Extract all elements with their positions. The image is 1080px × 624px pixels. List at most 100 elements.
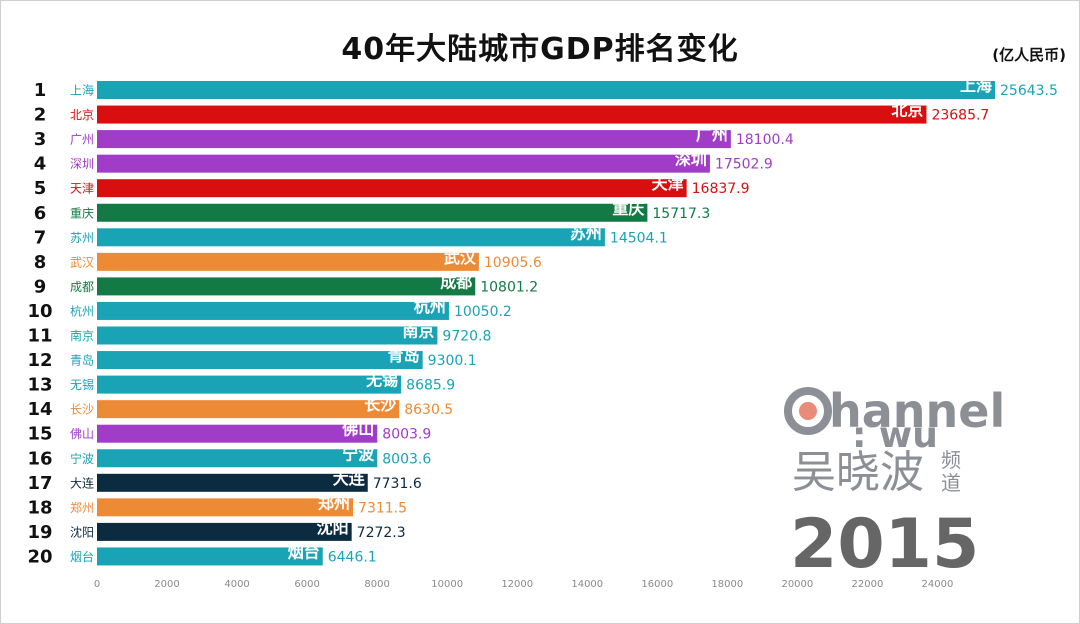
- bar-inner-label: 北京: [891, 101, 923, 120]
- value-label: 7272.3: [357, 525, 406, 541]
- bar: [97, 252, 479, 271]
- bar: [97, 400, 400, 419]
- city-label: 杭州: [70, 303, 94, 318]
- rank-number: 18: [27, 497, 52, 518]
- x-tick-label: 24000: [922, 579, 954, 590]
- rank-number: 4: [34, 154, 47, 175]
- rank-number: 1: [34, 80, 47, 101]
- city-label: 天津: [70, 182, 94, 196]
- bar-inner-label: 南京: [402, 322, 434, 341]
- value-label: 9300.1: [428, 353, 477, 369]
- city-label: 北京: [70, 108, 94, 122]
- bar-row: 9 成都 成都 10801.2: [34, 272, 538, 297]
- rank-number: 15: [27, 424, 52, 445]
- value-label: 14504.1: [610, 230, 668, 246]
- city-label: 南京: [70, 328, 94, 343]
- bar-inner-label: 长沙: [364, 395, 396, 414]
- watermark-pindao-2: 道: [941, 471, 961, 495]
- bar-row: 13 无锡 无锡 8685.9: [27, 371, 455, 396]
- value-label: 25643.5: [1000, 83, 1058, 99]
- watermark-chinese-name: 吴晓波: [792, 447, 924, 498]
- bar-inner-label: 沈阳: [317, 518, 349, 537]
- rank-number: 8: [34, 252, 47, 273]
- value-label: 9720.8: [442, 329, 491, 345]
- bar-row: 18 郑州 郑州 7311.5: [27, 493, 407, 518]
- channel-wu-watermark: hannel : wu 吴晓波 频 道: [784, 384, 1005, 498]
- rank-number: 10: [27, 301, 52, 322]
- bar-inner-label: 天津: [652, 174, 684, 193]
- bar: [97, 522, 352, 541]
- bar-inner-label: 宁波: [342, 444, 375, 463]
- bar: [97, 351, 423, 370]
- logo-dot-icon: [799, 402, 817, 420]
- rank-number: 5: [34, 178, 47, 199]
- bar: [97, 424, 378, 443]
- bar-row: 17 大连 大连 7731.6: [27, 469, 421, 494]
- city-label: 成都: [70, 280, 94, 294]
- bar-row: 16 宁波 宁波 8003.6: [27, 444, 431, 469]
- value-label: 8685.9: [406, 378, 455, 394]
- bar: [97, 228, 605, 247]
- x-tick-label: 4000: [224, 579, 249, 590]
- bar: [97, 154, 710, 173]
- city-label: 苏州: [70, 231, 94, 245]
- bar-inner-label: 重庆: [612, 199, 644, 218]
- rank-number: 12: [27, 350, 52, 371]
- value-label: 16837.9: [692, 181, 750, 197]
- rank-number: 14: [27, 399, 52, 420]
- rank-number: 11: [27, 326, 52, 347]
- city-label: 佛山: [70, 427, 94, 441]
- bar-inner-label: 广州: [696, 125, 728, 144]
- rank-number: 19: [27, 522, 52, 543]
- x-tick-label: 22000: [852, 579, 884, 590]
- bar: [97, 547, 323, 566]
- bar: [97, 277, 476, 296]
- bar-inner-label: 上海: [960, 76, 992, 95]
- city-label: 郑州: [70, 500, 94, 515]
- value-label: 7731.6: [373, 476, 422, 492]
- bar: [97, 81, 995, 99]
- rank-number: 3: [34, 129, 47, 150]
- bar-inner-label: 成都: [440, 272, 472, 291]
- bar-row: 12 青岛 青岛 9300.1: [27, 346, 476, 371]
- value-label: 10801.2: [480, 279, 538, 295]
- bar-row: 5 天津 天津 16837.9: [34, 174, 750, 199]
- rank-number: 17: [27, 473, 52, 494]
- bar-row: 11 南京 南京 9720.8: [27, 322, 491, 347]
- bar-row: 4 深圳 深圳 17502.9: [34, 150, 773, 175]
- city-label: 深圳: [70, 157, 94, 171]
- city-label: 长沙: [70, 403, 94, 417]
- value-label: 8003.6: [382, 451, 431, 467]
- bar: [97, 375, 402, 394]
- bar-row: 14 长沙 长沙 8630.5: [27, 395, 453, 420]
- bar: [97, 449, 378, 468]
- value-label: 8003.9: [382, 427, 431, 443]
- city-label: 重庆: [70, 206, 94, 220]
- bar: [97, 326, 438, 345]
- bar: [97, 473, 368, 492]
- city-label: 武汉: [70, 255, 94, 269]
- bar-row: 19 沈阳 沈阳 7272.3: [27, 518, 405, 543]
- bar-row: 20 烟台 烟台 6446.1: [27, 542, 376, 567]
- bar-inner-label: 烟台: [288, 542, 320, 561]
- bar-row: 1 上海 上海 25643.5: [34, 76, 1058, 101]
- bar-inner-label: 杭州: [414, 297, 446, 316]
- x-axis: 0 2000 4000 6000 8000 10000 12000 14000 16000 180…: [94, 579, 954, 590]
- value-label: 17502.9: [715, 157, 773, 173]
- unit-label: (亿人民币): [992, 46, 1066, 64]
- x-tick-label: 8000: [364, 579, 389, 590]
- rank-number: 13: [27, 375, 52, 396]
- bar: [97, 105, 927, 124]
- rank-number: 16: [27, 448, 52, 469]
- x-tick-label: 12000: [501, 579, 533, 590]
- bar: [97, 179, 687, 198]
- city-label: 沈阳: [70, 524, 94, 539]
- x-tick-label: 6000: [294, 579, 319, 590]
- bar: [97, 130, 731, 149]
- bar-row: 6 重庆 重庆 15717.3: [34, 199, 711, 224]
- bar-row: 2 北京 北京 23685.7: [34, 101, 990, 126]
- bar: [97, 301, 449, 320]
- value-label: 18100.4: [736, 132, 794, 148]
- x-tick-label: 14000: [571, 579, 603, 590]
- bar-inner-label: 武汉: [444, 248, 477, 267]
